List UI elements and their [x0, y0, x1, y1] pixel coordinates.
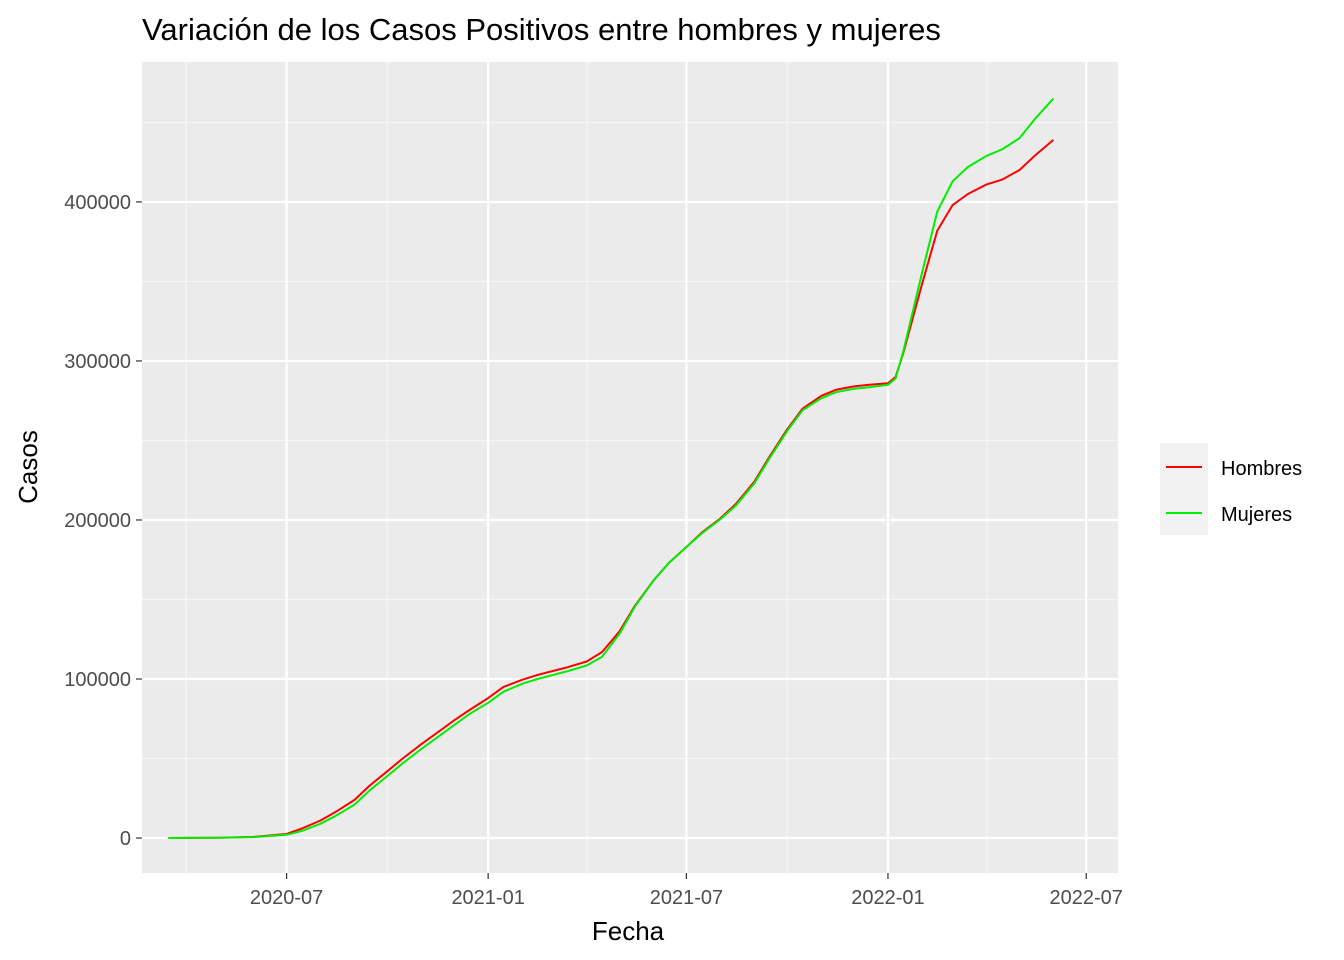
legend-key-background [1160, 443, 1208, 535]
y-tick-label: 300000 [64, 351, 131, 373]
x-tick-label: 2022-07 [1050, 887, 1123, 909]
x-tick-label: 2022-01 [851, 887, 924, 909]
y-axis: 0 100000 200000 300000 400000 [64, 192, 142, 850]
x-tick-label: 2020-07 [250, 887, 323, 909]
legend: Hombres Mujeres [1160, 443, 1302, 535]
y-tick-label: 400000 [64, 192, 131, 214]
x-axis-title: Fecha [592, 916, 665, 946]
y-tick-label: 100000 [64, 669, 131, 691]
series-line-mujeres [168, 97, 1055, 839]
chart-title: Variación de los Casos Positivos entre h… [142, 12, 941, 47]
series-lines [168, 97, 1055, 839]
major-gridlines [142, 62, 1118, 873]
x-tick-label: 2021-01 [451, 887, 524, 909]
y-axis-title: Casos [13, 430, 43, 504]
y-tick-label: 0 [120, 828, 131, 850]
x-axis: 2020-07 2021-01 2021-07 2022-01 2022-07 [250, 873, 1123, 909]
y-tick-label: 200000 [64, 510, 131, 532]
legend-label-hombres: Hombres [1221, 458, 1302, 480]
legend-label-mujeres: Mujeres [1221, 504, 1292, 526]
x-tick-label: 2021-07 [650, 887, 723, 909]
plot-panel [142, 62, 1118, 873]
minor-gridlines [142, 62, 1118, 873]
